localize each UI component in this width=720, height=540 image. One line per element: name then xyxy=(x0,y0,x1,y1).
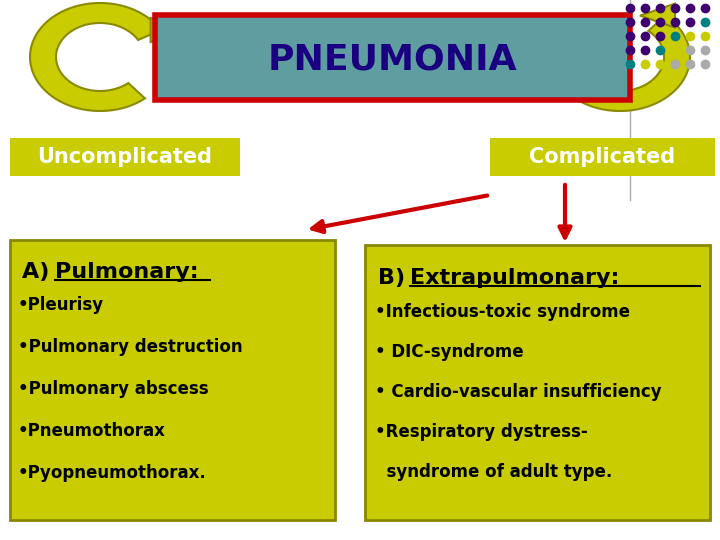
Text: B): B) xyxy=(378,268,413,288)
Text: •Pulmonary abscess: •Pulmonary abscess xyxy=(18,380,209,398)
Text: Complicated: Complicated xyxy=(529,147,675,167)
Text: •Respiratory dystress-: •Respiratory dystress- xyxy=(375,423,588,441)
Text: A): A) xyxy=(22,262,57,282)
Text: Pulmonary:: Pulmonary: xyxy=(55,262,199,282)
Text: •Pneumothorax: •Pneumothorax xyxy=(18,422,166,440)
Polygon shape xyxy=(150,18,186,42)
Text: PNEUMONIA: PNEUMONIA xyxy=(267,43,517,77)
FancyBboxPatch shape xyxy=(10,138,240,176)
Text: Extrapulmonary:: Extrapulmonary: xyxy=(410,268,619,288)
FancyBboxPatch shape xyxy=(10,240,335,520)
FancyBboxPatch shape xyxy=(155,15,630,100)
Text: •Pleurisy: •Pleurisy xyxy=(18,296,104,314)
Text: • Cardio-vascular insufficiency: • Cardio-vascular insufficiency xyxy=(375,383,662,401)
Text: syndrome of adult type.: syndrome of adult type. xyxy=(375,463,612,481)
Text: •Pulmonary destruction: •Pulmonary destruction xyxy=(18,338,243,356)
Text: • DIC-syndrome: • DIC-syndrome xyxy=(375,343,523,361)
Text: •Pyopneumothorax.: •Pyopneumothorax. xyxy=(18,464,207,482)
Polygon shape xyxy=(640,4,675,28)
Text: •Infectious-toxic syndrome: •Infectious-toxic syndrome xyxy=(375,303,630,321)
Polygon shape xyxy=(550,16,690,111)
FancyBboxPatch shape xyxy=(365,245,710,520)
Text: Uncomplicated: Uncomplicated xyxy=(37,147,212,167)
FancyBboxPatch shape xyxy=(490,138,715,176)
Polygon shape xyxy=(30,3,161,111)
